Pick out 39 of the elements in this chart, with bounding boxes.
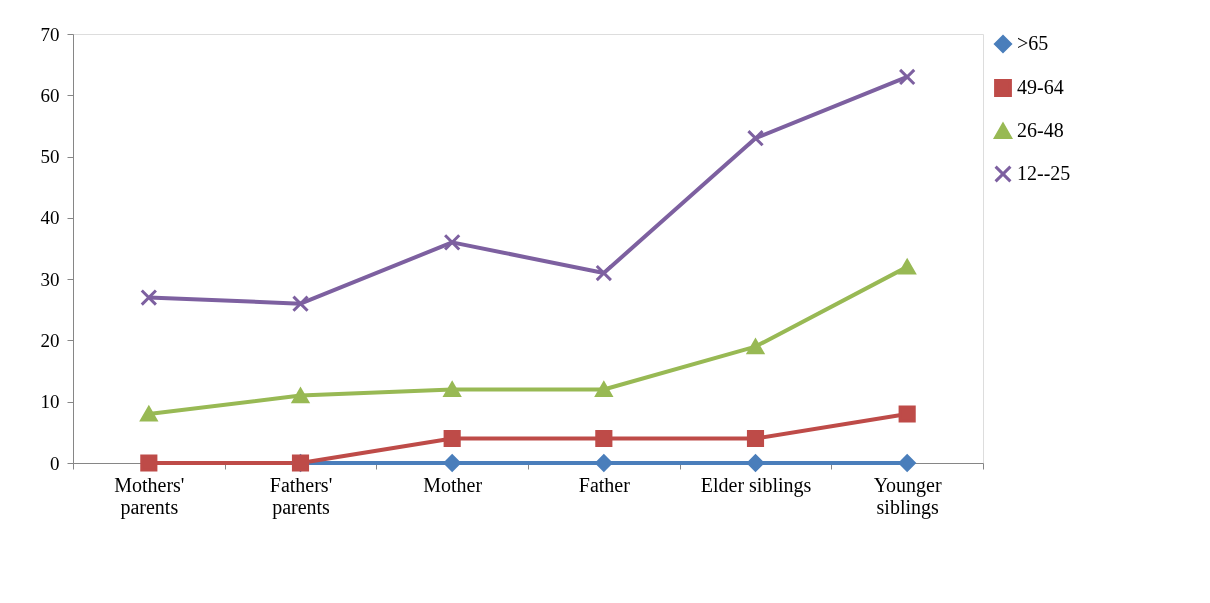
point [140, 406, 158, 422]
point [595, 429, 613, 448]
legend-label: 49-64 [1017, 76, 1064, 98]
y-tick-label: 40 [40, 207, 60, 229]
legend-label: 26-48 [1017, 119, 1064, 141]
y-tick-label: 0 [50, 452, 60, 474]
point [443, 381, 461, 398]
y-tick-label: 60 [40, 84, 60, 106]
point [595, 264, 613, 282]
x-tick-label: Younger siblings [873, 473, 942, 519]
point [746, 129, 765, 147]
point [898, 454, 916, 472]
point [746, 429, 765, 448]
x-tick-label: Fathers' parents [269, 473, 333, 519]
point [746, 454, 765, 472]
point [898, 259, 916, 275]
point [291, 295, 310, 313]
y-tick-label: 50 [40, 146, 60, 168]
x-tick-label: Elder siblings [700, 473, 812, 497]
x-tick-label: Mother [423, 473, 483, 496]
legend-label: >65 [1017, 32, 1049, 54]
point [746, 338, 765, 355]
point [443, 233, 461, 251]
x-tick-label: Father [578, 473, 631, 496]
point [291, 387, 310, 404]
point [898, 68, 916, 86]
point [595, 381, 613, 398]
y-tick-label: 30 [40, 268, 60, 290]
point [443, 454, 461, 472]
point [595, 454, 613, 472]
point [140, 288, 158, 307]
x-tick-label: Mothers' parents [114, 473, 185, 519]
point [140, 454, 158, 472]
y-tick-label: 10 [40, 391, 60, 413]
point [443, 429, 461, 448]
y-tick-label: 70 [40, 23, 60, 45]
point [898, 405, 916, 423]
legend-label: 12--25 [1017, 162, 1071, 184]
y-tick-label: 20 [40, 329, 60, 351]
